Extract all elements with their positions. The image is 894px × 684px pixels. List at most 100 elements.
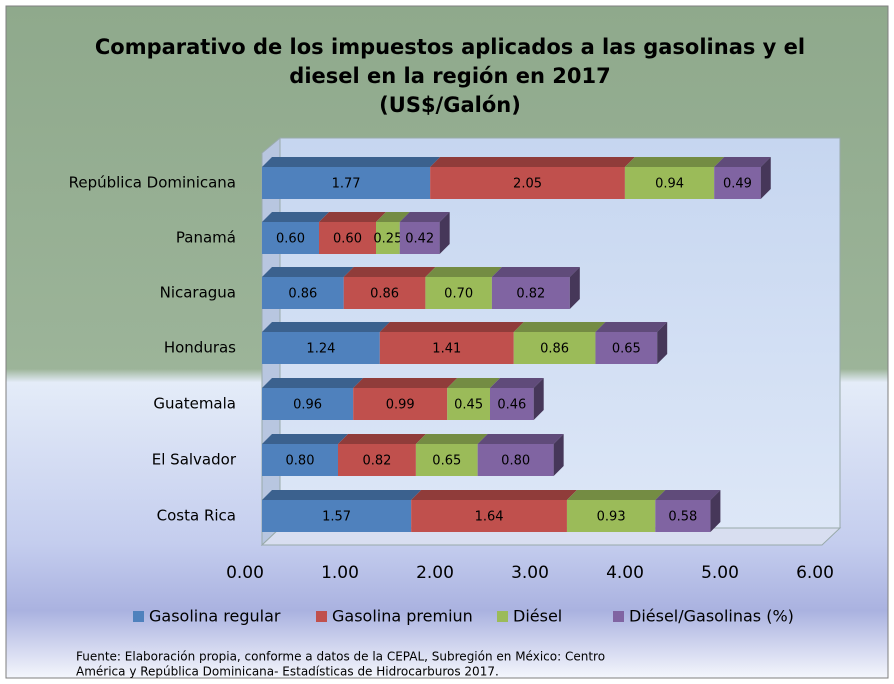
bar-side: [569, 267, 580, 309]
bar: [447, 388, 490, 420]
value-label: 0.60: [333, 232, 362, 247]
legend-label: Diésel/Gasolinas (%): [629, 607, 794, 626]
bar-side: [657, 322, 668, 364]
bar: [262, 167, 431, 199]
value-label: 2.05: [513, 177, 542, 192]
bar-top: [376, 212, 410, 222]
bar-top: [353, 378, 458, 388]
bar-top: [624, 157, 725, 167]
source-note: Fuente: Elaboración propia, conforme a d…: [76, 650, 605, 664]
bar-top: [262, 322, 390, 332]
value-label: 0.99: [386, 398, 415, 413]
value-label: 0.86: [370, 287, 399, 302]
value-label: 0.80: [501, 454, 530, 469]
value-label: 0.25: [373, 232, 402, 247]
legend-swatch: [316, 611, 327, 622]
value-label: 0.82: [516, 287, 545, 302]
x-tick-label: 6.00: [796, 563, 834, 583]
bar-top: [491, 267, 580, 277]
x-tick-label: 3.00: [511, 563, 549, 583]
bar: [490, 388, 534, 420]
value-label: 0.70: [444, 287, 473, 302]
bar-top: [447, 378, 500, 388]
bar: [477, 444, 554, 476]
bar: [566, 500, 656, 532]
bar-top: [319, 212, 386, 222]
y-tick-label: El Salvador: [152, 451, 237, 469]
bar-side: [553, 434, 564, 476]
bar-top: [477, 434, 564, 444]
bar: [513, 332, 596, 364]
bar-top: [714, 157, 771, 167]
value-label: 0.96: [293, 398, 322, 413]
bar-top: [513, 322, 606, 332]
x-tick-label: 0.00: [226, 563, 264, 583]
bar: [353, 388, 448, 420]
chart-title: (US$/Galón): [379, 93, 521, 117]
value-label: 0.82: [362, 454, 391, 469]
chart-title: Comparativo de los impuestos aplicados a…: [95, 35, 805, 59]
bar: [411, 500, 567, 532]
value-label: 1.77: [332, 177, 361, 192]
bar-top: [430, 157, 635, 167]
bar: [491, 277, 570, 309]
legend-label: Gasolina regular: [149, 607, 281, 626]
value-label: 1.57: [322, 510, 351, 525]
bar: [262, 222, 319, 254]
value-label: 0.49: [723, 177, 752, 192]
x-tick-label: 1.00: [321, 563, 359, 583]
bar: [262, 388, 354, 420]
bar: [595, 332, 658, 364]
bar: [624, 167, 715, 199]
bar-top: [262, 212, 329, 222]
bar: [262, 332, 380, 364]
y-tick-label: Honduras: [164, 339, 236, 357]
bar: [399, 222, 440, 254]
bar-top: [566, 490, 666, 500]
bar-top: [262, 434, 348, 444]
value-label: 1.64: [475, 510, 504, 525]
legend-swatch: [133, 611, 144, 622]
bar-side: [533, 378, 544, 420]
x-tick-label: 4.00: [606, 563, 644, 583]
bar: [425, 277, 492, 309]
bar-top: [262, 267, 354, 277]
bar-top: [595, 322, 668, 332]
value-label: 0.80: [286, 454, 315, 469]
bar: [262, 444, 338, 476]
x-tick-label: 2.00: [416, 563, 454, 583]
value-label: 1.41: [432, 342, 461, 357]
bar-top: [411, 490, 577, 500]
bar-top: [490, 378, 544, 388]
bar-top: [425, 267, 502, 277]
y-tick-label: Costa Rica: [157, 507, 236, 525]
legend-swatch: [613, 611, 624, 622]
y-tick-label: Guatemala: [153, 395, 236, 413]
bar: [376, 222, 400, 254]
bar: [379, 332, 514, 364]
value-label: 0.86: [540, 342, 569, 357]
value-label: 0.42: [405, 232, 434, 247]
bar-top: [262, 157, 441, 167]
value-label: 0.58: [668, 510, 697, 525]
y-tick-label: Nicaragua: [160, 284, 236, 302]
legend-label: Gasolina premiun: [332, 607, 473, 626]
bar: [338, 444, 416, 476]
bar: [415, 444, 478, 476]
bar-top: [379, 322, 524, 332]
bar-top: [399, 212, 450, 222]
value-label: 0.46: [497, 398, 526, 413]
bar: [343, 277, 426, 309]
legend-swatch: [497, 611, 508, 622]
value-label: 1.24: [306, 342, 335, 357]
bar: [655, 500, 711, 532]
bar-top: [343, 267, 436, 277]
bar-top: [262, 378, 364, 388]
y-tick-label: Panamá: [176, 229, 236, 247]
value-label: 0.93: [597, 510, 626, 525]
x-tick-label: 5.00: [701, 563, 739, 583]
bar-top: [262, 490, 422, 500]
value-label: 0.94: [655, 177, 684, 192]
source-note: América y República Dominicana- Estadíst…: [76, 665, 499, 679]
